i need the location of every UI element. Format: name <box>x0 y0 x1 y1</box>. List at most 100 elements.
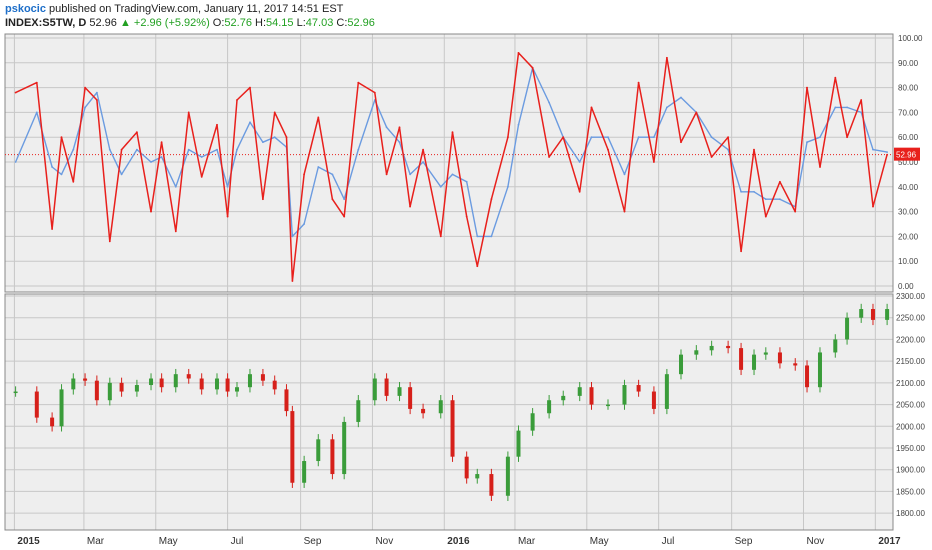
y-tick-label-bottom: 2000.00 <box>896 422 925 431</box>
smoothed-line-point <box>590 136 593 139</box>
candle-body <box>59 389 64 427</box>
y-tick-label-bottom: 1950.00 <box>896 444 925 453</box>
breadth-line-point <box>834 76 837 79</box>
smoothed-line-point <box>120 173 123 176</box>
candle-body <box>214 378 219 390</box>
candle-body <box>290 411 295 483</box>
x-tick-label: Mar <box>518 536 536 547</box>
candle-body <box>859 309 864 318</box>
breadth-line-point <box>216 123 218 126</box>
candle-body <box>107 382 112 401</box>
breadth-line-point <box>710 156 713 158</box>
smoothed-line-point <box>291 235 294 238</box>
low-label: L: <box>296 17 306 29</box>
smoothed-line-point <box>385 126 388 129</box>
smoothed-line-point <box>819 136 821 139</box>
y-tick-label-bottom: 2150.00 <box>896 357 925 366</box>
smoothed-line-point <box>607 136 609 139</box>
breadth-line-point <box>72 180 75 183</box>
candle-body <box>438 400 443 414</box>
candle-body <box>726 345 731 349</box>
y-tick-label-top: 90.00 <box>898 59 919 68</box>
breadth-line-point <box>666 56 668 59</box>
smoothed-line-point <box>236 148 238 151</box>
breadth-line-point <box>740 250 742 253</box>
breadth-line-point <box>51 228 53 230</box>
candle-body <box>622 385 627 405</box>
smoothed-line-point <box>398 141 401 144</box>
smoothed-line-point <box>35 111 38 114</box>
breadth-line-point <box>273 111 276 114</box>
smoothed-line-point <box>779 198 781 201</box>
price-panel <box>5 294 893 530</box>
breadth-line-point <box>476 265 479 268</box>
smoothed-line-point <box>174 185 177 188</box>
smoothed-line-point <box>465 180 468 183</box>
x-tick-label: Jul <box>662 536 675 547</box>
smoothed-line-point <box>14 161 17 163</box>
candle-body <box>13 391 18 394</box>
breadth-line-point <box>872 205 874 208</box>
candle-body <box>199 378 204 390</box>
open-label: O: <box>212 17 225 29</box>
candle-body <box>302 461 307 483</box>
candle-body <box>589 387 594 405</box>
last-value-text: 52.96 <box>896 151 917 160</box>
close-label: C: <box>336 17 348 29</box>
breadth-line-point <box>451 131 454 134</box>
smoothed-line-point <box>623 173 626 176</box>
symbol-label[interactable]: INDEX:S5TW, D <box>5 17 87 29</box>
candle-body <box>605 404 610 407</box>
candle-body <box>397 387 402 396</box>
y-tick-label-top: 10.00 <box>898 257 919 266</box>
y-tick-label-top: 40.00 <box>898 183 919 192</box>
candle-body <box>50 417 55 427</box>
candle-body <box>173 374 178 388</box>
candle-body <box>83 378 88 381</box>
y-tick-label-top: 70.00 <box>898 108 919 117</box>
high-label: H: <box>255 17 267 29</box>
smoothed-line-point <box>317 166 320 168</box>
breadth-line-point <box>422 148 424 151</box>
candle-body <box>119 382 124 392</box>
smoothed-line-point <box>187 148 190 151</box>
y-tick-label-bottom: 2250.00 <box>896 314 925 323</box>
x-tick-label: Sep <box>735 536 753 547</box>
smoothed-line-point <box>249 121 251 124</box>
breadth-line-point <box>96 99 98 101</box>
breadth-line-point <box>637 81 640 84</box>
candle-body <box>186 374 191 379</box>
breadth-line-point <box>764 215 767 218</box>
breadth-line-point <box>226 215 229 218</box>
y-tick-label-bottom: 2050.00 <box>896 401 925 410</box>
breadth-line-point <box>819 166 821 168</box>
smoothed-line-point <box>490 235 493 238</box>
y-tick-label-top: 50.00 <box>898 158 919 167</box>
breadth-line-point <box>439 235 442 238</box>
breadth-line-point <box>285 136 288 139</box>
candle-body <box>577 387 582 396</box>
smoothed-line-point <box>108 148 111 151</box>
candle-body <box>159 378 164 388</box>
candle-body <box>489 474 494 496</box>
smoothed-line-point <box>409 173 411 176</box>
price-change: ▲ +2.96 (+5.92%) <box>119 17 210 29</box>
candle-body <box>530 413 535 431</box>
breadth-line <box>15 52 888 282</box>
y-tick-label-bottom: 1850.00 <box>896 487 925 496</box>
candle-body <box>505 456 510 496</box>
smoothed-line-point <box>439 185 442 188</box>
breadth-line-point <box>607 148 609 151</box>
smoothed-line-point <box>262 141 264 144</box>
breadth-line-point <box>860 99 863 101</box>
breadth-line-point <box>794 210 797 213</box>
smoothed-line-point <box>357 148 360 151</box>
x-tick-label: Nov <box>806 536 824 547</box>
smoothed-line-point <box>422 161 424 163</box>
breadth-line-point <box>150 210 152 213</box>
author-link[interactable]: pskocic <box>5 3 46 15</box>
smoothed-line-point <box>578 161 581 163</box>
y-tick-label-top: 0.00 <box>898 282 914 291</box>
candle-body <box>793 363 798 366</box>
